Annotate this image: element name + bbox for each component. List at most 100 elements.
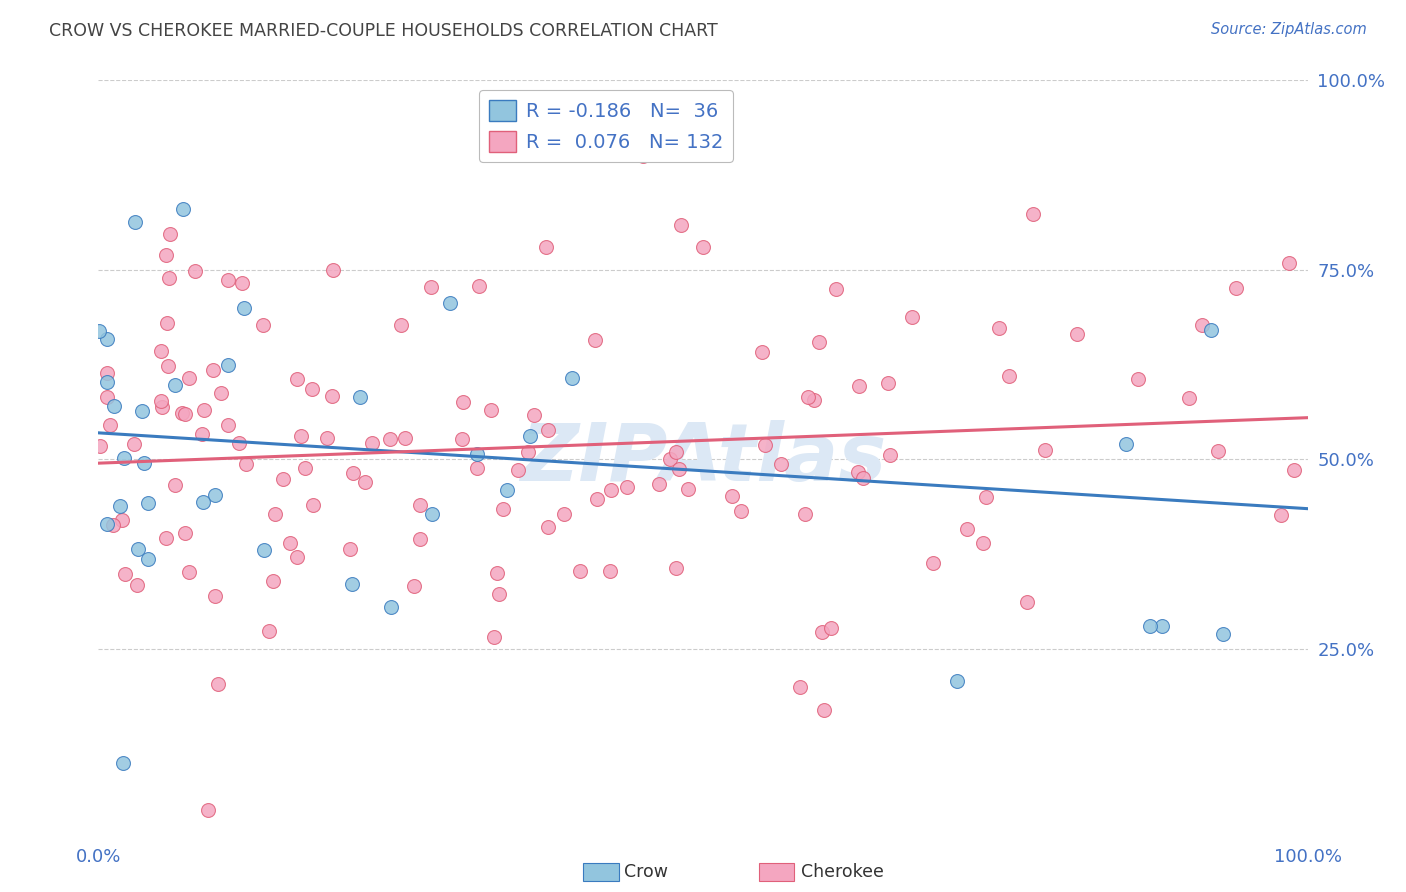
- Point: [342, 577, 364, 591]
- Point: [419, 279, 441, 293]
- Point: [1212, 626, 1234, 640]
- Text: ZIPAtlas: ZIPAtlas: [520, 420, 886, 499]
- Point: [496, 483, 519, 497]
- Point: [1270, 508, 1292, 523]
- Point: [988, 321, 1011, 335]
- Point: [794, 507, 817, 521]
- Text: Cherokee: Cherokee: [801, 863, 884, 881]
- Point: [721, 489, 744, 503]
- Point: [616, 480, 638, 494]
- Point: [901, 310, 924, 324]
- Point: [998, 368, 1021, 383]
- Point: [155, 248, 177, 262]
- Point: [103, 399, 125, 413]
- Point: [111, 756, 134, 770]
- Point: [668, 461, 690, 475]
- Point: [1206, 443, 1229, 458]
- Point: [1199, 324, 1222, 338]
- Point: [751, 345, 773, 359]
- Point: [285, 371, 308, 385]
- Point: [217, 358, 239, 372]
- Point: [150, 393, 173, 408]
- Point: [290, 429, 312, 443]
- Point: [136, 496, 159, 510]
- Point: [96, 366, 118, 380]
- Point: [465, 461, 488, 475]
- Point: [127, 542, 149, 557]
- Point: [209, 385, 232, 400]
- Point: [846, 465, 869, 479]
- Point: [184, 264, 207, 278]
- Text: CROW VS CHEROKEE MARRIED-COUPLE HOUSEHOLDS CORRELATION CHART: CROW VS CHEROKEE MARRIED-COUPLE HOUSEHOL…: [49, 22, 718, 40]
- Point: [553, 508, 575, 522]
- Point: [173, 407, 195, 421]
- Point: [285, 550, 308, 565]
- Text: Source: ZipAtlas.com: Source: ZipAtlas.com: [1211, 22, 1367, 37]
- Point: [163, 477, 186, 491]
- Point: [114, 567, 136, 582]
- Point: [339, 542, 361, 557]
- Point: [439, 296, 461, 310]
- Point: [136, 552, 159, 566]
- Point: [165, 378, 187, 392]
- Point: [1225, 281, 1247, 295]
- Point: [537, 423, 560, 437]
- Point: [600, 483, 623, 497]
- Point: [124, 437, 146, 451]
- Point: [301, 382, 323, 396]
- Point: [769, 457, 792, 471]
- Point: [811, 625, 834, 640]
- Point: [1066, 326, 1088, 341]
- Point: [201, 362, 224, 376]
- Point: [191, 427, 214, 442]
- Point: [450, 433, 472, 447]
- Point: [825, 282, 848, 296]
- Point: [108, 500, 131, 514]
- Point: [252, 318, 274, 332]
- Point: [112, 450, 135, 465]
- Point: [278, 535, 301, 549]
- Point: [156, 359, 179, 374]
- Text: Crow: Crow: [624, 863, 668, 881]
- Point: [259, 624, 281, 638]
- Point: [316, 431, 339, 445]
- Point: [361, 436, 384, 450]
- Point: [665, 445, 688, 459]
- Point: [586, 491, 609, 506]
- Point: [193, 495, 215, 509]
- Point: [150, 343, 173, 358]
- Point: [648, 477, 671, 491]
- Point: [96, 517, 118, 532]
- Point: [659, 452, 682, 467]
- Point: [155, 532, 177, 546]
- Point: [177, 566, 200, 580]
- Point: [730, 504, 752, 518]
- Point: [193, 403, 215, 417]
- Point: [157, 271, 180, 285]
- Point: [492, 502, 515, 516]
- Point: [150, 401, 173, 415]
- Point: [486, 566, 509, 581]
- Point: [321, 389, 343, 403]
- Point: [253, 543, 276, 558]
- Point: [922, 556, 945, 570]
- Point: [404, 580, 426, 594]
- Point: [479, 403, 502, 417]
- Point: [262, 574, 284, 589]
- Point: [488, 586, 510, 600]
- Point: [391, 318, 413, 332]
- Point: [789, 680, 811, 694]
- Point: [484, 631, 506, 645]
- Point: [1178, 391, 1201, 405]
- Point: [378, 432, 401, 446]
- Point: [204, 589, 226, 603]
- Point: [523, 409, 546, 423]
- Point: [754, 438, 776, 452]
- Point: [1017, 595, 1039, 609]
- Point: [174, 525, 197, 540]
- Point: [1191, 318, 1213, 332]
- Point: [848, 379, 870, 393]
- Point: [877, 376, 900, 390]
- Point: [231, 276, 253, 290]
- Point: [420, 507, 443, 521]
